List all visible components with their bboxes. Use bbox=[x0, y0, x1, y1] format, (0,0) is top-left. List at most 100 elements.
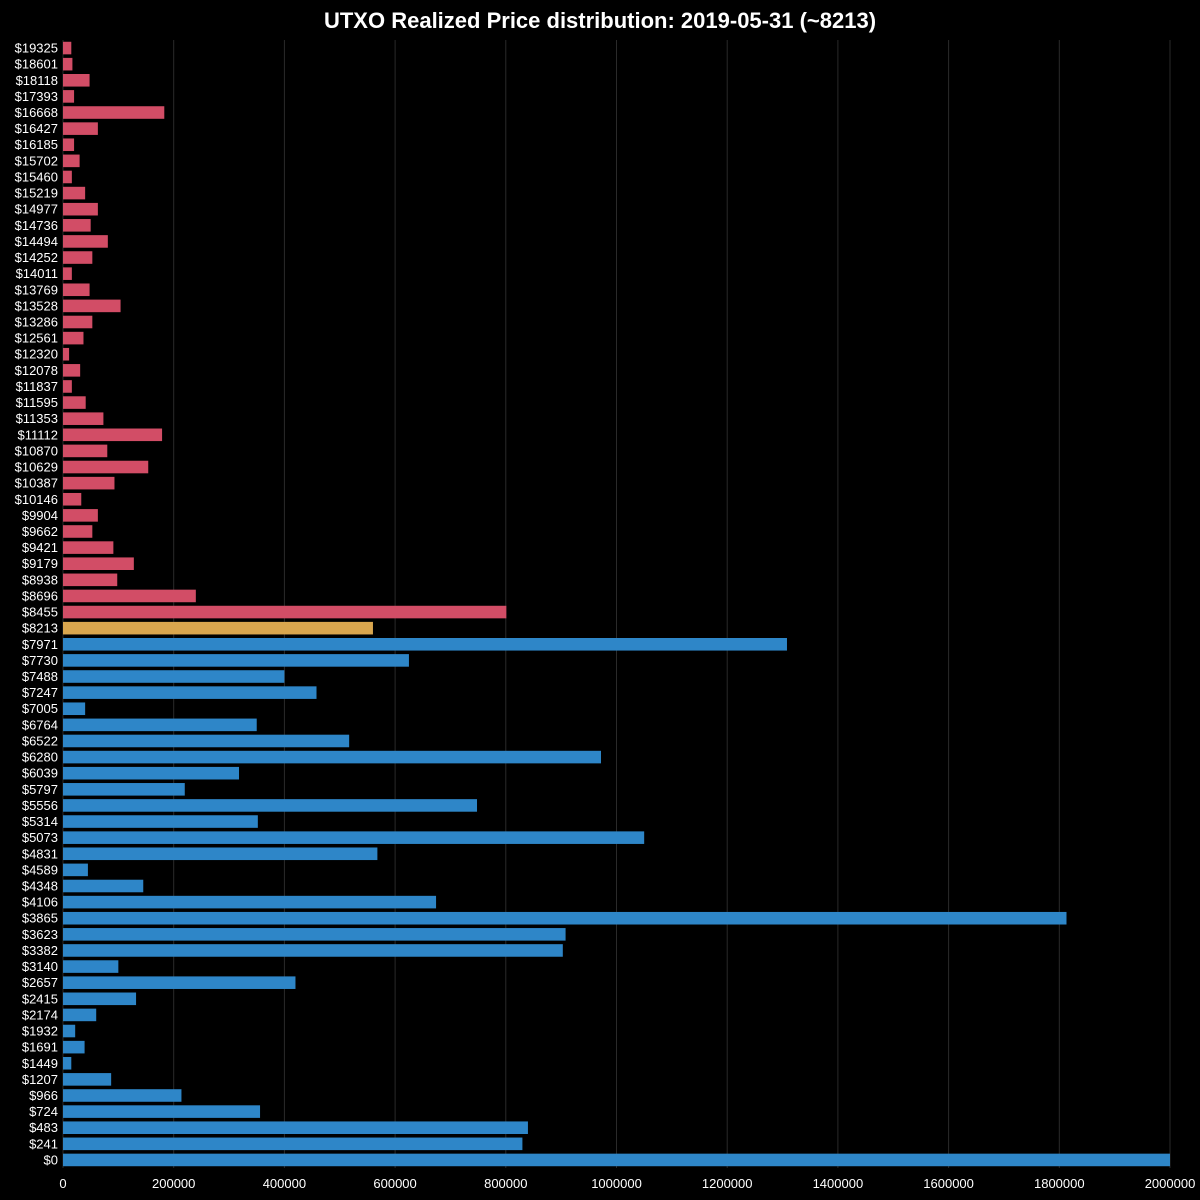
y-tick-label: $1691 bbox=[22, 1040, 58, 1055]
bar bbox=[63, 911, 1067, 925]
y-tick-label: $17393 bbox=[15, 89, 58, 104]
x-tick-label: 2000000 bbox=[1145, 1176, 1196, 1191]
y-tick-label: $7730 bbox=[22, 653, 58, 668]
x-tick-labels: 0 200000 400000 600000 800000 1000000 1200000 1… bbox=[59, 1176, 1195, 1191]
bar bbox=[63, 895, 437, 909]
bar bbox=[63, 879, 144, 893]
y-tick-label: $12561 bbox=[15, 331, 58, 346]
bar bbox=[63, 702, 86, 716]
y-tick-label: $8455 bbox=[22, 605, 58, 620]
bar bbox=[63, 74, 90, 87]
y-tick-label: $14736 bbox=[15, 218, 58, 233]
y-tick-label: $14252 bbox=[15, 250, 58, 265]
bar bbox=[63, 557, 134, 570]
bar bbox=[63, 1056, 72, 1070]
bar bbox=[63, 299, 121, 313]
y-tick-label: $14494 bbox=[15, 234, 58, 249]
x-tick-label: 800000 bbox=[484, 1176, 527, 1191]
y-tick-label: $11112 bbox=[18, 427, 59, 442]
y-tick-label: $16185 bbox=[15, 137, 58, 152]
bar bbox=[63, 106, 165, 119]
y-tick-label: $6280 bbox=[22, 750, 58, 765]
bar bbox=[63, 815, 258, 828]
bar bbox=[63, 1137, 523, 1151]
y-tick-label: $0 bbox=[44, 1152, 58, 1167]
y-tick-label: $5556 bbox=[22, 798, 58, 813]
bar bbox=[63, 1008, 97, 1022]
bar bbox=[63, 976, 296, 989]
bar bbox=[63, 412, 104, 425]
y-tick-label: $7971 bbox=[22, 637, 58, 652]
bar bbox=[63, 638, 787, 651]
x-tick-label: 1800000 bbox=[1034, 1176, 1085, 1191]
y-tick-label: $2657 bbox=[22, 975, 58, 990]
bar bbox=[63, 364, 81, 377]
y-tick-label: $13528 bbox=[15, 298, 58, 313]
y-tick-label: $10387 bbox=[15, 476, 58, 491]
y-tick-label: $11595 bbox=[16, 395, 58, 410]
bar bbox=[63, 605, 507, 619]
y-tick-label: $483 bbox=[29, 1120, 58, 1135]
bar bbox=[63, 1153, 1170, 1167]
y-tick-label: $14011 bbox=[16, 266, 58, 281]
y-tick-label: $11353 bbox=[16, 411, 58, 426]
y-tick-label: $8696 bbox=[22, 588, 58, 603]
y-tick-label: $14977 bbox=[15, 202, 58, 217]
bar bbox=[63, 251, 93, 264]
y-tick-label: $241 bbox=[29, 1136, 58, 1151]
bar bbox=[63, 315, 93, 329]
bar bbox=[63, 670, 285, 683]
y-tick-label: $7247 bbox=[22, 685, 58, 700]
bar bbox=[63, 154, 80, 168]
y-tick-label: $2415 bbox=[22, 991, 58, 1006]
bar bbox=[63, 525, 93, 538]
y-tick-label: $11837 bbox=[16, 379, 58, 394]
y-tick-label: $8213 bbox=[22, 621, 58, 636]
y-tick-label: $4589 bbox=[22, 862, 58, 877]
bar bbox=[63, 766, 240, 780]
bar bbox=[63, 1073, 112, 1086]
y-tick-label: $3382 bbox=[22, 943, 58, 958]
x-tick-label: 1400000 bbox=[813, 1176, 864, 1191]
y-tick-label: $10146 bbox=[15, 492, 58, 507]
bar bbox=[63, 750, 602, 764]
y-tick-label: $1207 bbox=[22, 1072, 58, 1087]
bar bbox=[63, 718, 257, 732]
y-tick-label: $8938 bbox=[22, 572, 58, 587]
bar bbox=[63, 783, 185, 796]
y-tick-label: $6039 bbox=[22, 766, 58, 781]
x-tick-label: 0 bbox=[59, 1176, 66, 1191]
bar bbox=[63, 170, 72, 184]
y-tick-label: $10629 bbox=[15, 460, 58, 475]
y-tick-label: $5314 bbox=[22, 814, 58, 829]
bars bbox=[63, 41, 1170, 1167]
bar bbox=[63, 1121, 528, 1134]
y-tick-label: $1932 bbox=[22, 1024, 58, 1039]
bar bbox=[63, 41, 72, 55]
x-tick-label: 600000 bbox=[373, 1176, 416, 1191]
bar bbox=[63, 492, 82, 506]
y-tick-label: $5073 bbox=[22, 830, 58, 845]
bar bbox=[63, 444, 108, 458]
y-tick-label: $16427 bbox=[15, 121, 58, 136]
y-tick-label: $9662 bbox=[22, 524, 58, 539]
x-tick-label: 400000 bbox=[263, 1176, 306, 1191]
bar bbox=[63, 686, 317, 699]
bar bbox=[63, 331, 84, 345]
y-tick-label: $724 bbox=[29, 1104, 58, 1119]
bar bbox=[63, 186, 86, 200]
y-tick-label: $4348 bbox=[22, 879, 58, 894]
bar bbox=[63, 831, 645, 844]
y-tick-label: $12078 bbox=[15, 363, 58, 378]
bar bbox=[63, 460, 149, 474]
y-tick-label: $3865 bbox=[22, 911, 58, 926]
y-tick-label: $18601 bbox=[15, 57, 58, 72]
bar bbox=[63, 928, 566, 941]
chart-title: UTXO Realized Price distribution: 2019-0… bbox=[323, 8, 877, 33]
y-tick-label: $7488 bbox=[22, 669, 58, 684]
y-tick-label: $4106 bbox=[22, 895, 58, 910]
y-tick-label: $966 bbox=[29, 1088, 58, 1103]
y-tick-label: $10870 bbox=[15, 443, 58, 458]
bar bbox=[63, 235, 108, 248]
